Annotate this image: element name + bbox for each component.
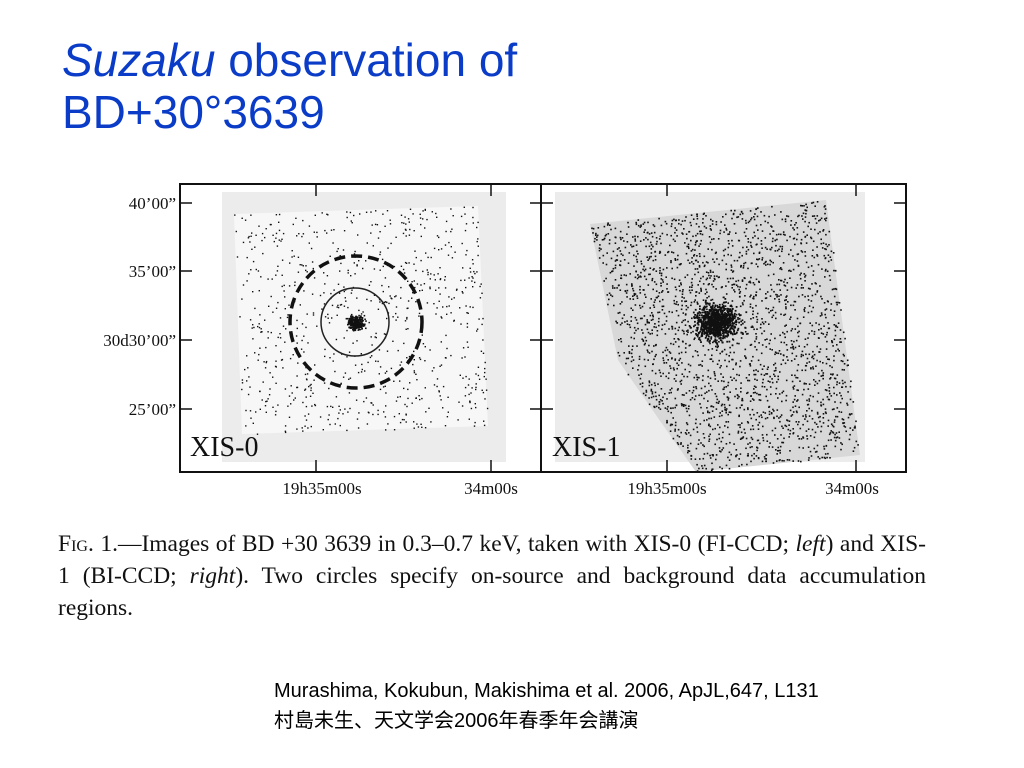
caption-left-word: left: [795, 531, 826, 557]
xis1-photon-events: [591, 201, 859, 472]
x-tick-label: 19h35m00s: [282, 479, 361, 498]
caption-fig-label: Fig.: [58, 531, 94, 557]
reference-japanese: 村島未生、天文学会2006年春季年会講演: [274, 710, 639, 732]
y-axis-ticks: [180, 202, 906, 410]
caption-part2: ) and XIS-1 (BI-CCD;: [58, 531, 926, 589]
figure-caption: Fig. 1.—Images of BD +30 3639 in 0.3–0.7…: [58, 528, 926, 630]
title-italic: Suzaku: [62, 34, 216, 86]
xis0-photon-events: [234, 206, 489, 435]
x-tick-label: 34m00s: [825, 479, 879, 498]
figure-frame: [179, 183, 907, 473]
y-tick-label: 25’00”: [129, 400, 176, 419]
panel-left-label: XIS-0: [190, 432, 258, 463]
x-tick-label: 19h35m00s: [627, 479, 706, 498]
x-tick-label: 34m00s: [464, 479, 518, 498]
caption-part3: ). Two circles specify on-source and bac…: [58, 563, 926, 621]
reference: Murashima, Kokubun, Makishima et al. 200…: [274, 676, 819, 736]
reference-citation: Murashima, Kokubun, Makishima et al. 200…: [274, 680, 819, 702]
y-tick-label: 30d30’00”: [103, 331, 176, 350]
caption-right-word: right: [189, 563, 236, 589]
slide-title: Suzaku observation of BD+30°3639: [62, 34, 517, 138]
x-axis-ticks: [315, 184, 857, 472]
panel-right-label: XIS-1: [552, 432, 620, 463]
figure: 40’00” 35’00” 30d30’00” 25’00” 19h35m00s…: [103, 183, 907, 498]
caption-part1: 1.—Images of BD +30 3639 in 0.3–0.7 keV,…: [93, 531, 796, 557]
y-tick-label: 40’00”: [129, 194, 176, 213]
y-tick-label: 35’00”: [129, 262, 176, 281]
title-line1-rest: observation of: [215, 34, 518, 86]
title-line2: BD+30°3639: [62, 86, 325, 138]
background-region-circle: [288, 254, 424, 390]
source-region-circle: [320, 287, 390, 357]
